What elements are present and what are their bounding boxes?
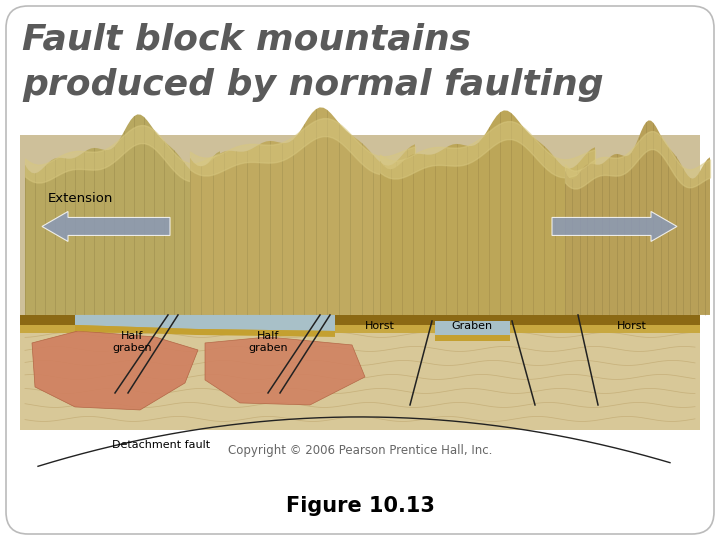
Polygon shape [205, 337, 365, 405]
Polygon shape [20, 135, 700, 315]
Polygon shape [20, 325, 700, 333]
Polygon shape [25, 114, 220, 315]
Polygon shape [435, 321, 510, 335]
Text: produced by normal faulting: produced by normal faulting [22, 68, 603, 102]
Text: Horst: Horst [365, 321, 395, 331]
FancyArrow shape [42, 212, 170, 241]
Polygon shape [435, 335, 510, 341]
Polygon shape [380, 110, 595, 315]
Text: Horst: Horst [617, 321, 647, 331]
FancyBboxPatch shape [6, 6, 714, 534]
Polygon shape [75, 325, 195, 335]
Polygon shape [75, 315, 195, 329]
Polygon shape [195, 315, 335, 331]
FancyArrow shape [552, 212, 677, 241]
Polygon shape [20, 315, 700, 430]
Polygon shape [32, 331, 198, 410]
Text: Graben: Graben [451, 321, 492, 331]
Polygon shape [195, 329, 335, 337]
Text: Extension: Extension [48, 192, 113, 205]
Text: Copyright © 2006 Pearson Prentice Hall, Inc.: Copyright © 2006 Pearson Prentice Hall, … [228, 444, 492, 457]
Polygon shape [565, 120, 710, 315]
Polygon shape [20, 315, 700, 325]
Polygon shape [190, 107, 415, 315]
Text: Half
graben: Half graben [248, 331, 288, 353]
Text: Half
graben: Half graben [112, 331, 152, 353]
Text: Fault block mountains: Fault block mountains [22, 22, 472, 56]
Text: Figure 10.13: Figure 10.13 [286, 496, 434, 516]
Text: Detachment fault: Detachment fault [112, 440, 210, 450]
